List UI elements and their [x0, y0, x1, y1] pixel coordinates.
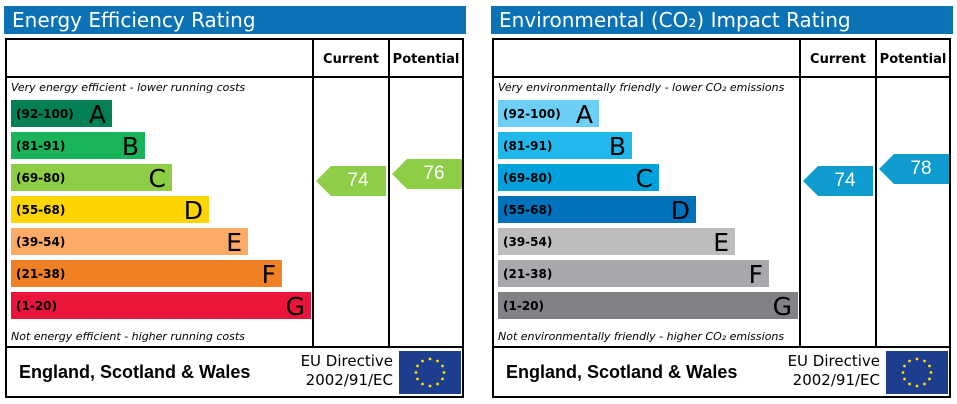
eu-directive: EU Directive 2002/91/EC	[770, 352, 880, 390]
column-divider	[312, 40, 314, 348]
band-c: (69-80) C	[498, 164, 659, 193]
eu-directive: EU Directive 2002/91/EC	[283, 352, 393, 390]
potential-rating-value: 76	[423, 163, 445, 184]
current-rating-arrow: 74	[803, 166, 873, 196]
band-range: (39-54)	[16, 235, 66, 249]
directive-line1: EU Directive	[787, 352, 880, 370]
band-letter: F	[748, 260, 763, 289]
band-letter: B	[121, 132, 139, 161]
band-range: (92-100)	[503, 107, 561, 121]
band-range: (69-80)	[503, 171, 553, 185]
band-letter: G	[285, 292, 305, 321]
potential-column-header: Potential	[879, 52, 947, 67]
band-letter: A	[88, 100, 106, 129]
band-b: (81-91) B	[11, 132, 145, 161]
band-range: (55-68)	[16, 203, 66, 217]
header-divider	[7, 76, 462, 78]
potential-rating-arrow: 78	[879, 154, 949, 184]
band-letter: G	[772, 292, 792, 321]
column-divider	[799, 40, 801, 348]
bottom-note: Not energy efficient - higher running co…	[11, 330, 245, 343]
directive-line2: 2002/91/EC	[792, 371, 880, 389]
top-note: Very energy efficient - lower running co…	[11, 81, 246, 94]
band-range: (92-100)	[16, 107, 74, 121]
band-letter: E	[226, 228, 242, 257]
band-range: (39-54)	[503, 235, 553, 249]
top-note: Very environmentally friendly - lower CO…	[498, 81, 785, 94]
environmental-impact-panel: Environmental (CO₂) Impact Rating Curren…	[491, 6, 953, 398]
band-f: (21-38) F	[11, 260, 282, 289]
band-range: (55-68)	[503, 203, 553, 217]
current-rating-value: 74	[347, 170, 369, 191]
band-f: (21-38) F	[498, 260, 769, 289]
potential-column-header: Potential	[392, 52, 460, 67]
eu-flag-icon	[399, 351, 461, 394]
arrow-left-icon	[879, 154, 949, 184]
current-rating-arrow: 74	[316, 166, 386, 196]
column-divider	[388, 40, 390, 348]
band-letter: D	[670, 196, 690, 225]
band-range: (21-38)	[503, 267, 553, 281]
footer-divider	[494, 346, 949, 348]
band-range: (81-91)	[16, 139, 66, 153]
band-e: (39-54) E	[11, 228, 248, 257]
band-d: (55-68) D	[11, 196, 209, 225]
band-range: (1-20)	[16, 299, 57, 313]
band-range: (1-20)	[503, 299, 544, 313]
band-a: (92-100) A	[498, 100, 599, 129]
band-a: (92-100) A	[11, 100, 112, 129]
band-letter: C	[635, 164, 653, 193]
band-range: (69-80)	[16, 171, 66, 185]
band-e: (39-54) E	[498, 228, 735, 257]
band-d: (55-68) D	[498, 196, 696, 225]
band-b: (81-91) B	[498, 132, 632, 161]
arrow-left-icon	[392, 159, 462, 189]
current-column-header: Current	[810, 52, 866, 67]
potential-rating-arrow: 76	[392, 159, 462, 189]
energy-title: Energy Efficiency Rating	[4, 6, 466, 34]
eu-flag-icon	[886, 351, 948, 394]
current-rating-value: 74	[834, 170, 856, 191]
band-c: (69-80) C	[11, 164, 172, 193]
band-letter: C	[148, 164, 166, 193]
energy-table: Current Potential Very energy efficient …	[5, 38, 464, 398]
current-column-header: Current	[323, 52, 379, 67]
directive-line2: 2002/91/EC	[305, 371, 393, 389]
arrow-left-icon	[316, 166, 386, 196]
environmental-title: Environmental (CO₂) Impact Rating	[491, 6, 953, 34]
band-range: (21-38)	[16, 267, 66, 281]
band-letter: E	[713, 228, 729, 257]
energy-efficiency-panel: Energy Efficiency Rating Current Potenti…	[4, 6, 466, 398]
band-letter: A	[575, 100, 593, 129]
header-divider	[494, 76, 949, 78]
potential-rating-value: 78	[910, 158, 932, 179]
arrow-left-icon	[803, 166, 873, 196]
directive-line1: EU Directive	[300, 352, 393, 370]
region-label: England, Scotland & Wales	[506, 362, 738, 382]
band-letter: D	[183, 196, 203, 225]
band-letter: F	[261, 260, 276, 289]
column-divider	[875, 40, 877, 348]
band-g: (1-20) G	[498, 292, 798, 321]
environmental-table: Current Potential Very environmentally f…	[492, 38, 951, 398]
bottom-note: Not environmentally friendly - higher CO…	[498, 330, 785, 343]
band-g: (1-20) G	[11, 292, 311, 321]
band-range: (81-91)	[503, 139, 553, 153]
band-letter: B	[608, 132, 626, 161]
footer-divider	[7, 346, 462, 348]
region-label: England, Scotland & Wales	[19, 362, 251, 382]
